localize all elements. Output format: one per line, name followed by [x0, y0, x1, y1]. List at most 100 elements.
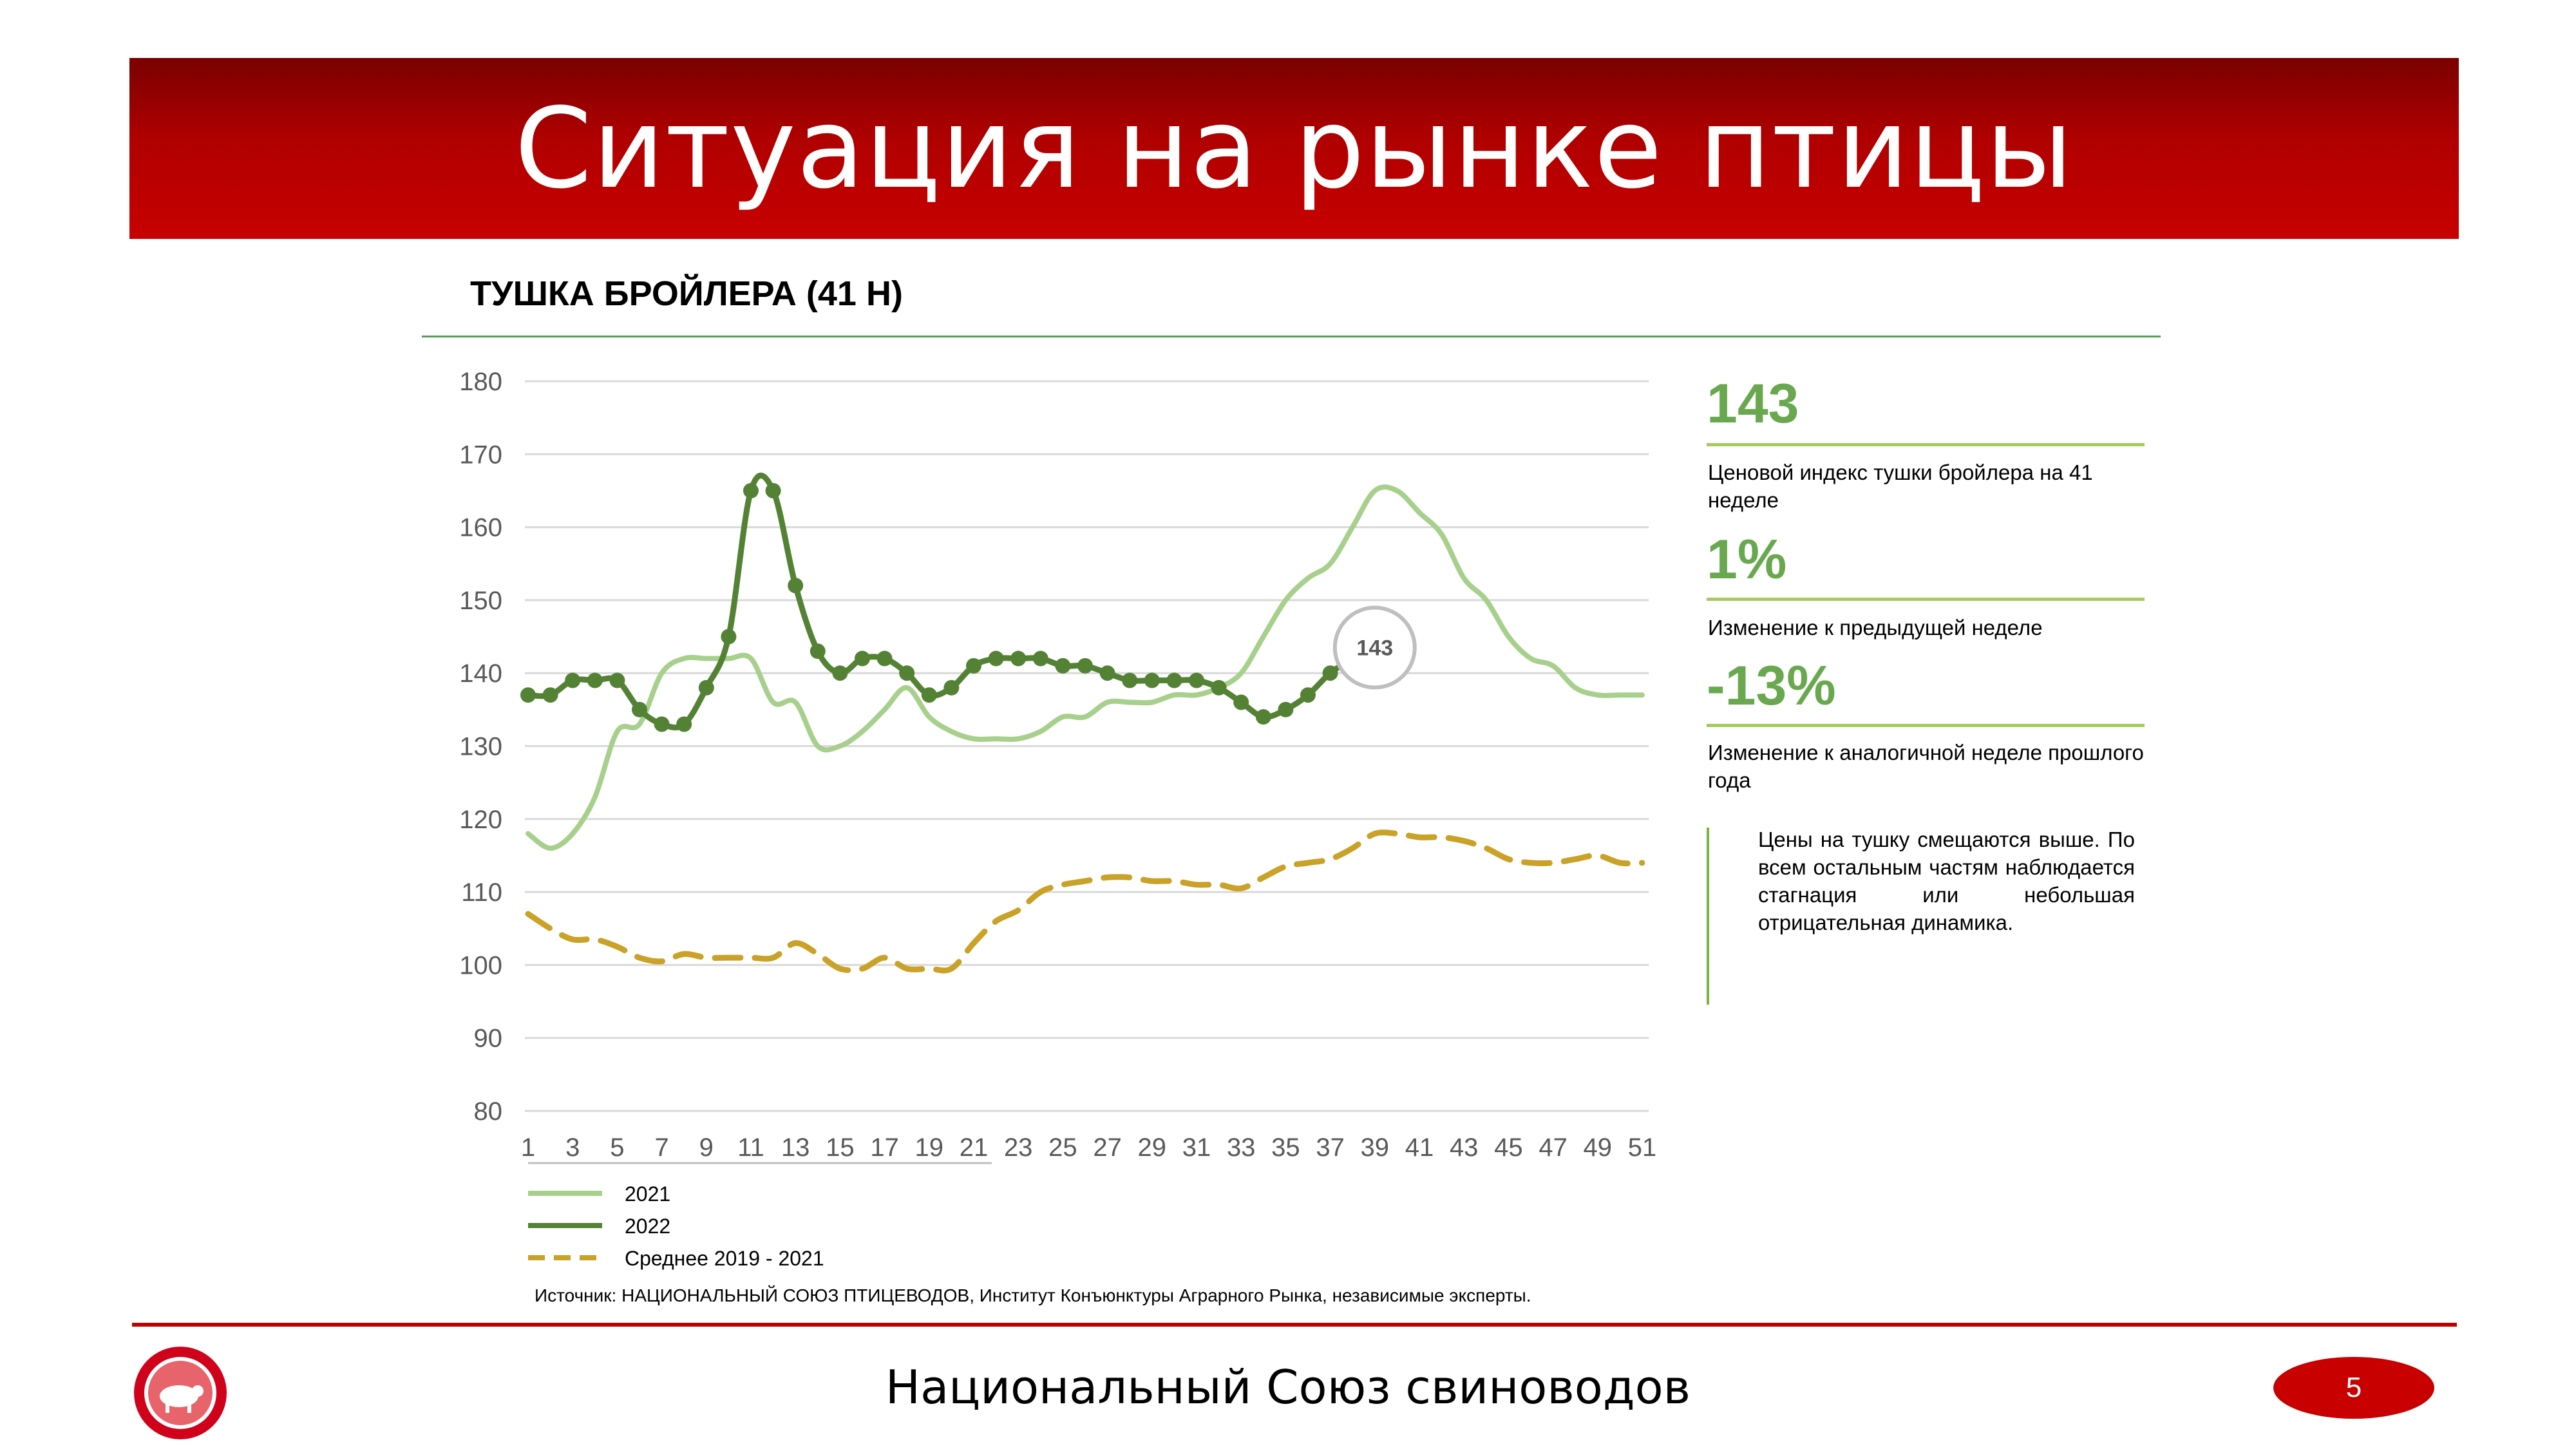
- x-tick-label: 25: [1048, 1133, 1077, 1162]
- x-tick-label: 45: [1494, 1133, 1523, 1162]
- data-point-2022: [765, 482, 781, 498]
- y-tick-label: 170: [459, 440, 502, 469]
- x-tick-label: 1: [521, 1133, 535, 1162]
- data-point-2022: [520, 687, 536, 703]
- x-tick-label: 43: [1450, 1133, 1479, 1162]
- x-tick-label: 13: [781, 1133, 810, 1162]
- data-point-2022: [587, 672, 603, 688]
- data-point-2022: [1189, 672, 1204, 688]
- x-tick-label: 41: [1405, 1133, 1434, 1162]
- x-tick-label: 35: [1271, 1133, 1300, 1162]
- x-tick-label: 15: [826, 1133, 855, 1162]
- annotation-label: 143: [1356, 636, 1393, 661]
- series-line-avg: [525, 829, 1645, 974]
- data-point-2022: [565, 672, 581, 688]
- data-point-2022: [899, 665, 915, 681]
- data-point-2022: [1278, 701, 1294, 717]
- chart-title: ТУШКА БРОЙЛЕРА (41 Н): [470, 274, 903, 313]
- kpi-yearly-change-value: -13%: [1707, 655, 1836, 717]
- page-number-badge: 5: [2273, 1357, 2434, 1419]
- data-point-2022: [676, 716, 692, 732]
- data-point-2022: [1322, 665, 1338, 681]
- legend-label: 2022: [625, 1215, 670, 1238]
- data-point-2022: [788, 578, 804, 594]
- data-point-2022: [654, 716, 670, 732]
- data-point-2022: [1233, 694, 1249, 710]
- y-tick-label: 150: [459, 587, 502, 615]
- kpi-index-value: 143: [1707, 373, 1799, 435]
- kpi-yearly-change-desc: Изменение к аналогичной неделе прошлого …: [1708, 741, 2144, 792]
- y-tick-label: 160: [459, 514, 502, 542]
- kpi-weekly-change-desc: Изменение к предыдущей неделе: [1708, 616, 2043, 639]
- x-tick-label: 39: [1361, 1133, 1390, 1162]
- data-point-2022: [1300, 687, 1316, 703]
- data-point-2022: [1166, 672, 1182, 688]
- data-point-2022: [988, 650, 1004, 667]
- footer-rule: [132, 1323, 2457, 1327]
- data-point-2022: [966, 658, 981, 674]
- kpi-weekly-change-value: 1%: [1707, 529, 1787, 591]
- y-tick-label: 130: [459, 733, 502, 761]
- union-logo: [134, 1347, 227, 1439]
- y-tick-label: 110: [461, 878, 502, 907]
- kpi-index-desc: Ценовой индекс тушки бройлера на 41 неде…: [1708, 460, 2093, 512]
- data-point-2022: [698, 679, 714, 696]
- chart-title-rule: [422, 336, 2161, 337]
- y-tick-label: 80: [474, 1097, 503, 1126]
- x-tick-label: 31: [1182, 1133, 1211, 1162]
- y-tick-label: 120: [459, 806, 502, 834]
- data-point-2022: [1211, 679, 1227, 696]
- series-line-2022: [525, 473, 1356, 731]
- x-tick-label: 37: [1316, 1133, 1345, 1162]
- y-tick-label: 140: [459, 659, 502, 688]
- data-point-2022: [609, 672, 625, 688]
- data-point-2022: [876, 650, 893, 667]
- y-tick-label: 180: [459, 368, 502, 396]
- x-tick-label: 5: [610, 1133, 624, 1162]
- y-tick-label: 100: [459, 951, 502, 980]
- series-line-2021: [526, 484, 1645, 851]
- data-point-2022: [943, 679, 960, 696]
- x-tick-label: 51: [1628, 1133, 1657, 1162]
- note-accent-bar: [1707, 828, 1709, 1005]
- data-point-2022: [1010, 650, 1027, 667]
- data-point-2022: [721, 629, 737, 645]
- x-tick-label: 19: [915, 1133, 944, 1162]
- annotation-bubble: [1332, 605, 1417, 690]
- data-point-2022: [1032, 650, 1048, 667]
- x-tick-label: 47: [1539, 1133, 1567, 1162]
- data-point-2022: [542, 687, 558, 703]
- market-note: Цены на тушку смещаются выше. По всем ос…: [1758, 828, 2135, 934]
- data-point-2022: [810, 643, 826, 659]
- kpi-rule-3: [1707, 724, 2145, 727]
- x-tick-label: 17: [870, 1133, 899, 1162]
- kpi-rule-2: [1707, 598, 2145, 601]
- x-tick-label: 23: [1004, 1133, 1033, 1162]
- legend-label: Среднее 2019 - 2021: [625, 1247, 824, 1270]
- data-point-2022: [855, 650, 870, 667]
- data-point-2022: [1099, 665, 1115, 681]
- x-tick-label: 49: [1584, 1133, 1613, 1162]
- title-banner: Ситуация на рынке птицы: [129, 58, 2459, 239]
- slide-title: Ситуация на рынке птицы: [515, 84, 2074, 213]
- x-tick-label: 33: [1227, 1133, 1256, 1162]
- footer-org-name: Национальный Союз свиноводов: [885, 1360, 1691, 1414]
- kpi-rule-1: [1707, 443, 2145, 446]
- x-tick-label: 29: [1138, 1133, 1167, 1162]
- y-tick-label: 90: [474, 1025, 503, 1053]
- legend-label: 2021: [625, 1182, 670, 1206]
- data-point-2022: [632, 701, 647, 717]
- data-point-2022: [832, 665, 848, 681]
- data-point-2022: [1077, 658, 1093, 674]
- data-point-2022: [1144, 672, 1160, 688]
- x-tick-label: 21: [960, 1133, 989, 1162]
- data-point-2022: [743, 482, 759, 498]
- data-point-2022: [1122, 672, 1138, 688]
- x-tick-label: 7: [654, 1133, 668, 1162]
- x-tick-label: 27: [1093, 1133, 1122, 1162]
- source-note: Источник: НАЦИОНАЛЬНЫЙ СОЮЗ ПТИЦЕВОДОВ, …: [535, 1285, 1531, 1305]
- x-tick-label: 11: [737, 1133, 764, 1162]
- data-point-2022: [1055, 658, 1071, 674]
- data-point-2022: [921, 687, 937, 703]
